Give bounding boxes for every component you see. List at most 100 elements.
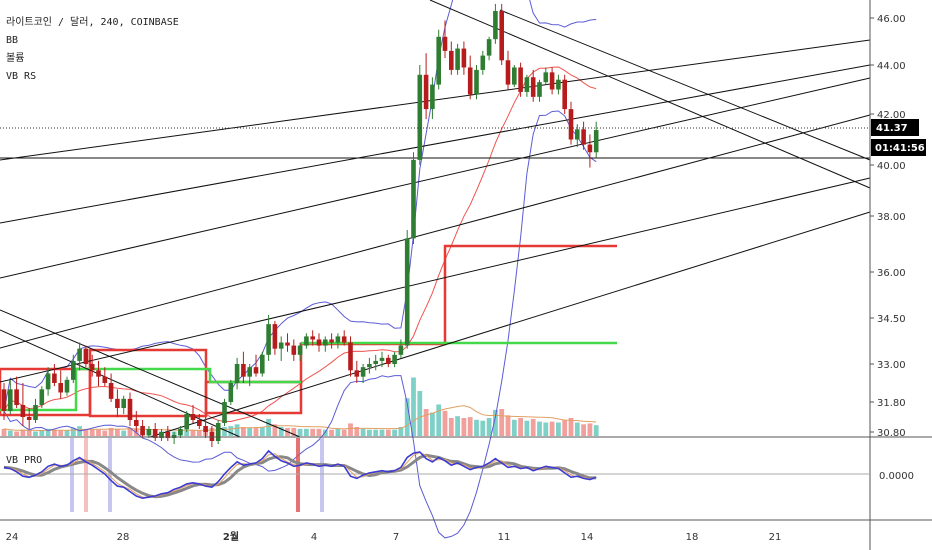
candle-body [329,339,334,343]
candle-body [197,420,202,426]
price-tick-label: 40.00 [877,161,906,172]
volume-bar [121,430,127,436]
candle-body [316,339,322,346]
volume-bar [316,428,322,436]
volume-bar [461,418,467,436]
candle-body [184,414,189,429]
volume-bar [266,418,271,436]
volume-bar [64,430,70,436]
trendline [0,114,871,349]
candle-body [89,364,95,371]
bb-upper-band [3,0,597,412]
volume-bar [184,428,190,436]
candle-body [77,348,82,361]
volume-bar [543,422,549,436]
volume-bar [448,418,454,436]
candle-body [159,432,164,438]
candle-body [354,370,360,377]
candle-body [436,36,441,85]
candle-body [102,376,108,383]
candle-body [537,82,542,97]
candle-body [467,67,473,95]
trendlines-layer [0,0,871,438]
candle-body [241,364,246,377]
legend-indicator-volume: 볼륨 [6,52,24,64]
candle-body [524,77,530,92]
candle-body [58,383,63,393]
volume-bar [304,428,309,436]
candle-body [568,109,574,140]
price-tick-label: 31.80 [877,398,906,409]
current-price-badge: 41.37 [871,119,919,136]
candle-body [392,354,397,364]
volume-bar [259,427,265,436]
candle-body [512,67,517,85]
candle-body [323,339,328,346]
time-tick-label: 24 [6,532,19,543]
price-tick-label: 38.00 [877,212,906,223]
volume-bar [530,418,536,436]
candle-body [304,336,309,346]
candle-body [222,402,227,423]
candle-body [505,60,511,85]
time-tick-label: 21 [769,532,782,543]
price-axis: 46.00 44.00 42.00 40.00 38.00 36.00 34.50 33.00… [870,14,906,439]
volume-bar [587,423,593,436]
volume-bar [108,427,114,436]
osc-signal-bar [108,438,112,512]
price-tick-label: 36.00 [877,268,906,279]
osc-signal-bar [84,438,88,512]
candle-body [417,74,423,160]
candle-body [115,398,120,408]
price-tick-label: 33.00 [877,360,906,371]
volume-bar [581,424,586,436]
volume-bar [511,419,517,436]
candle-body [373,360,378,364]
candle-body [455,48,460,70]
price-tick-label: 34.50 [877,314,906,325]
volume-bar [549,421,555,436]
trendline [0,77,871,279]
volume-bar [39,430,45,436]
volume-bar [348,423,353,436]
volume-bar [474,419,479,436]
candle-body [587,144,593,153]
trendline [0,329,241,438]
time-axis: 24 28 2월 4 7 11 14 18 21 [6,531,782,543]
candle-body [398,345,404,355]
candle-body [8,389,13,411]
vb-pro-oscillator [0,438,870,512]
volume-bar [228,426,234,436]
candle-body [310,336,315,340]
time-tick-label: 2월 [223,531,239,543]
candle-body [234,364,240,383]
volume-bar [1,428,7,436]
volume-bar [33,431,38,436]
candle-body [562,79,567,110]
volume-bar [373,429,379,436]
osc-slow-line [3,453,597,499]
osc-signal-bar [70,438,74,512]
bb-lower-band [3,110,597,539]
candle-body [461,48,467,68]
candle-body [411,159,416,239]
candle-body [404,238,410,346]
volume-bar [411,377,416,436]
candle-body [140,426,145,435]
candle-body [134,420,139,426]
trendline [0,177,871,383]
candle-body [272,324,278,349]
volume-bar [398,427,404,436]
volume-bar [190,429,196,436]
price-tick-label: 42.00 [877,110,906,121]
candle-body [152,429,158,438]
candle-body [108,383,114,399]
candle-body [575,129,580,140]
candle-body [260,354,265,374]
volume-bar [253,427,259,436]
volume-bar [430,412,435,436]
candle-body [486,39,492,56]
volume-bar [26,430,32,436]
candle-body [96,370,101,377]
